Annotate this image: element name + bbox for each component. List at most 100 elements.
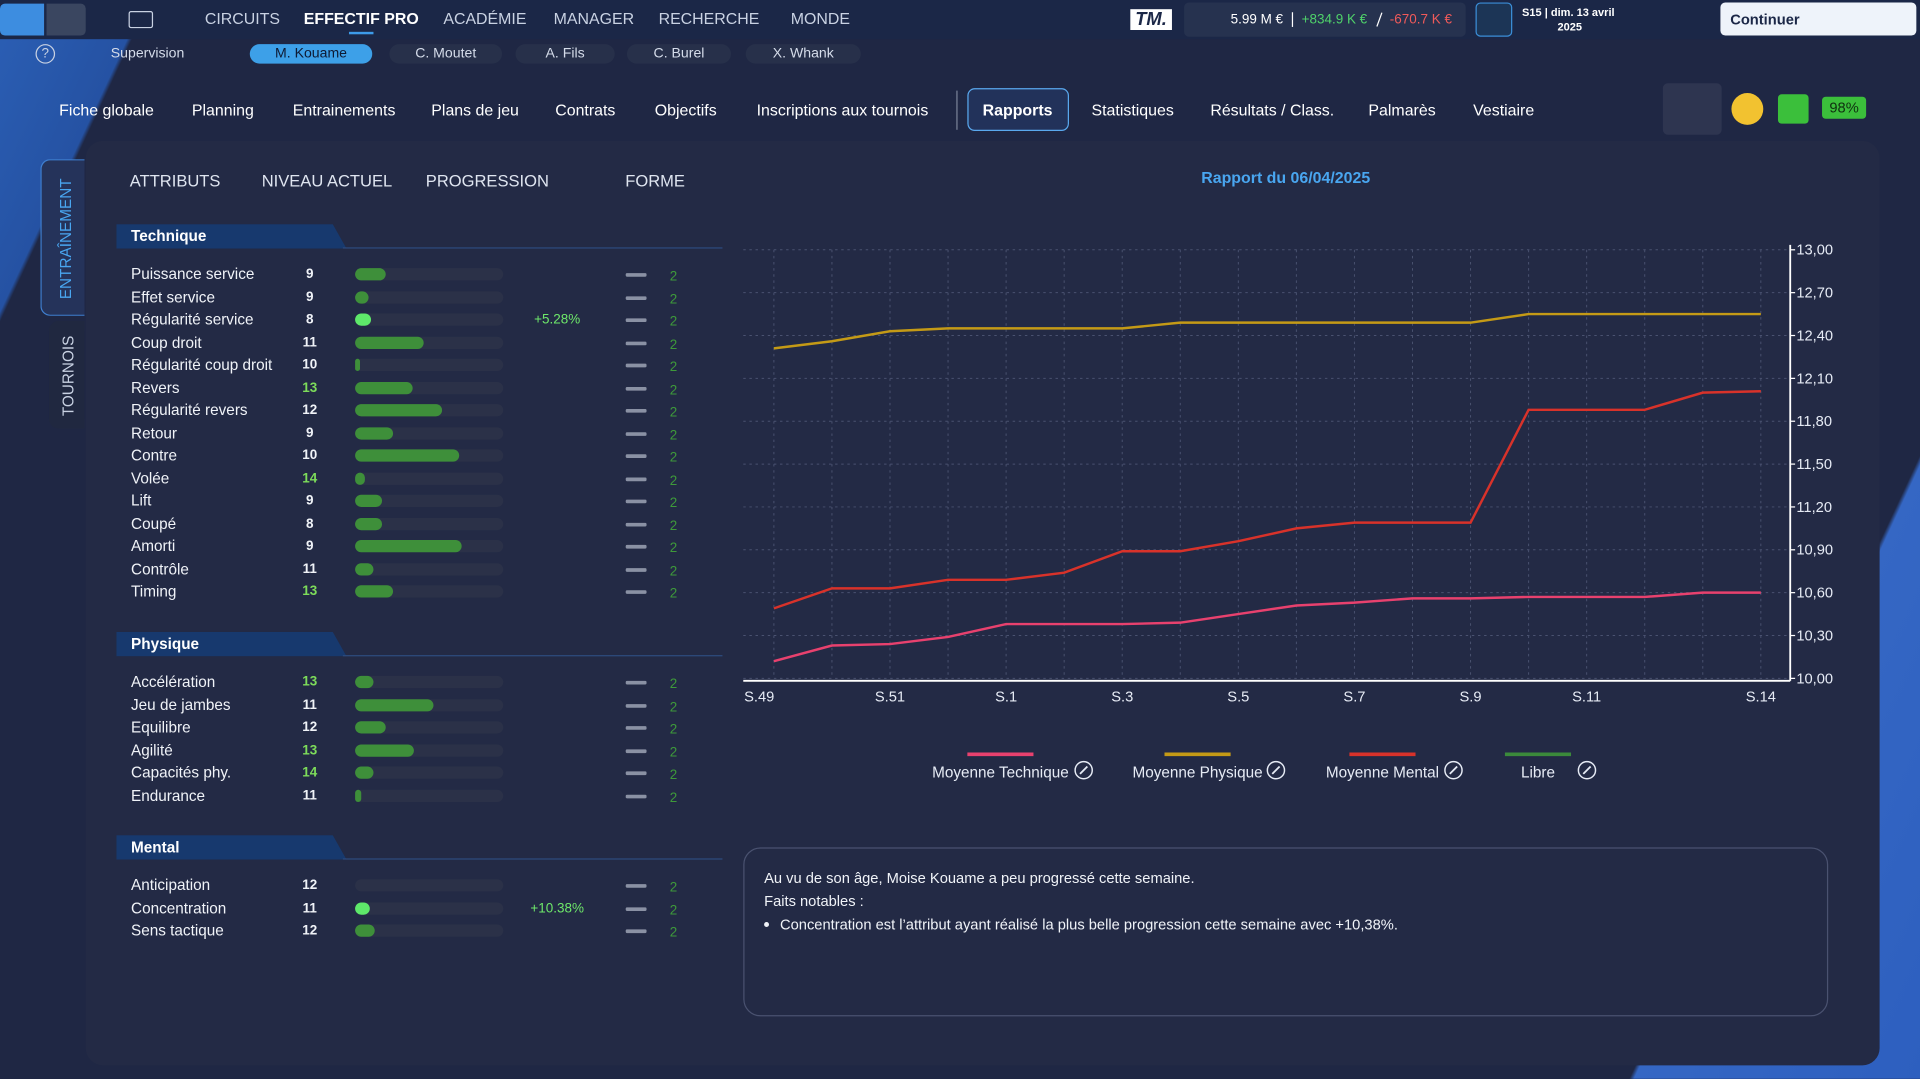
nav-item[interactable]: EFFECTIF PRO	[303, 9, 419, 28]
form-value: 2	[669, 586, 678, 602]
player-tab[interactable]	[745, 44, 861, 64]
form-value: 2	[669, 314, 678, 330]
player-tab-label[interactable]: C. Burel	[653, 46, 705, 62]
y-tick-label: 11,20	[1796, 500, 1832, 516]
progress-bar	[355, 743, 415, 757]
attribute-label: Coupé	[131, 514, 177, 533]
player-tab-label[interactable]: M. Kouame	[275, 46, 348, 62]
forward-button[interactable]	[46, 3, 86, 36]
form-dash	[625, 906, 647, 911]
nav-item[interactable]: ACADÉMIE	[443, 9, 527, 28]
player-tab-label[interactable]: C. Moutet	[415, 46, 477, 62]
progress-track	[355, 675, 504, 689]
section-tab[interactable]: Vestiaire	[1473, 101, 1535, 120]
nav-item[interactable]: MANAGER	[553, 9, 635, 28]
player-tab[interactable]	[626, 44, 732, 64]
form-value: 2	[669, 903, 678, 918]
attribute-label: Anticipation	[131, 876, 211, 894]
active-tab-box[interactable]	[967, 88, 1069, 132]
edit-icon[interactable]	[1444, 760, 1463, 780]
calendar-icon[interactable]	[1475, 2, 1513, 37]
side-tab[interactable]	[48, 320, 85, 429]
section-tab[interactable]: Inscriptions aux tournois	[756, 101, 929, 120]
section-tab[interactable]: Statistiques	[1091, 101, 1174, 120]
player-tab[interactable]	[389, 44, 503, 64]
progress-bar	[355, 472, 366, 485]
continue-button[interactable]: Continuer	[1730, 11, 1800, 29]
side-tab-active[interactable]	[40, 159, 85, 316]
help-icon[interactable]: ?	[35, 44, 56, 64]
progress-bar	[355, 404, 443, 417]
report-line: Au vu de son âge, Moise Kouame a peu pro…	[764, 869, 1195, 887]
form-dash	[625, 567, 647, 572]
form-dash	[625, 431, 647, 436]
section-tab[interactable]: Résultats / Class.	[1210, 101, 1335, 120]
player-tab-label[interactable]: A. Fils	[545, 46, 585, 62]
form-dash	[625, 318, 647, 323]
player-tab-label[interactable]: Supervision	[110, 46, 185, 62]
attribute-level: 14	[302, 470, 318, 486]
attribute-level: 11	[302, 334, 317, 350]
attribute-label: Effet service	[131, 288, 215, 306]
progress-track	[355, 766, 504, 779]
section-tab[interactable]: Fiche globale	[59, 101, 154, 120]
nav-item[interactable]: MONDE	[790, 9, 851, 28]
progress-track	[355, 879, 504, 892]
money-box	[1184, 2, 1466, 37]
attribute-label: Equilibre	[131, 718, 191, 736]
section-tab[interactable]: Palmarès	[1368, 101, 1436, 120]
player-tab[interactable]	[515, 44, 615, 64]
series-line	[773, 591, 1761, 663]
column-header: FORME	[625, 172, 685, 191]
progress-bar	[355, 562, 373, 575]
form-dash	[625, 544, 647, 549]
progress-track	[355, 472, 504, 485]
form-value: 2	[669, 427, 678, 443]
attribute-label: Régularité revers	[131, 401, 248, 419]
progress-bar	[355, 924, 375, 937]
progress-track	[355, 789, 504, 802]
x-tick-label: S.1	[995, 690, 1017, 706]
player-tab[interactable]	[249, 44, 373, 64]
progress-bar	[355, 336, 424, 349]
attribute-level: 8	[306, 312, 314, 327]
progress-bar	[355, 721, 387, 734]
form-value: 2	[669, 745, 678, 760]
separator	[1291, 12, 1294, 27]
section-tab[interactable]: Entrainements	[292, 101, 396, 120]
attribute-change: +5.28%	[534, 312, 581, 327]
group-line	[342, 655, 723, 657]
nav-item[interactable]: CIRCUITS	[204, 9, 281, 28]
form-dash	[625, 703, 647, 708]
attribute-level: 11	[302, 787, 317, 803]
y-tick-label: 11,80	[1796, 414, 1832, 430]
progress-track	[355, 517, 504, 530]
form-value: 2	[669, 269, 678, 285]
date-line: S15 | dim. 13 avril	[1522, 6, 1615, 19]
x-tick-label: S.49	[744, 690, 774, 706]
edit-icon[interactable]	[1074, 760, 1093, 780]
group-band	[116, 631, 347, 657]
edit-icon[interactable]	[1266, 760, 1286, 780]
mail-icon[interactable]	[128, 11, 154, 29]
progress-bar	[355, 675, 373, 689]
player-tab-label[interactable]: X. Whank	[772, 46, 834, 62]
avatar	[1662, 83, 1722, 135]
section-tab[interactable]: Contrats	[555, 101, 616, 120]
back-button[interactable]	[0, 3, 45, 36]
x-tick-label: S.11	[1572, 690, 1601, 706]
edit-icon-pen	[1582, 765, 1592, 775]
continue-box[interactable]	[1720, 2, 1917, 36]
y-tick-label: 10,60	[1796, 586, 1833, 602]
attribute-label: Sens tactique	[131, 922, 224, 940]
section-tab[interactable]: Planning	[191, 101, 254, 120]
section-tab[interactable]: Plans de jeu	[431, 101, 519, 120]
nav-item[interactable]: RECHERCHE	[658, 9, 760, 28]
section-tab[interactable]: Objectifs	[654, 101, 717, 120]
edit-icon[interactable]	[1577, 760, 1597, 780]
section-tab[interactable]: Rapports	[982, 101, 1053, 120]
report-line: Faits notables :	[764, 892, 864, 910]
form-dash	[625, 748, 647, 753]
